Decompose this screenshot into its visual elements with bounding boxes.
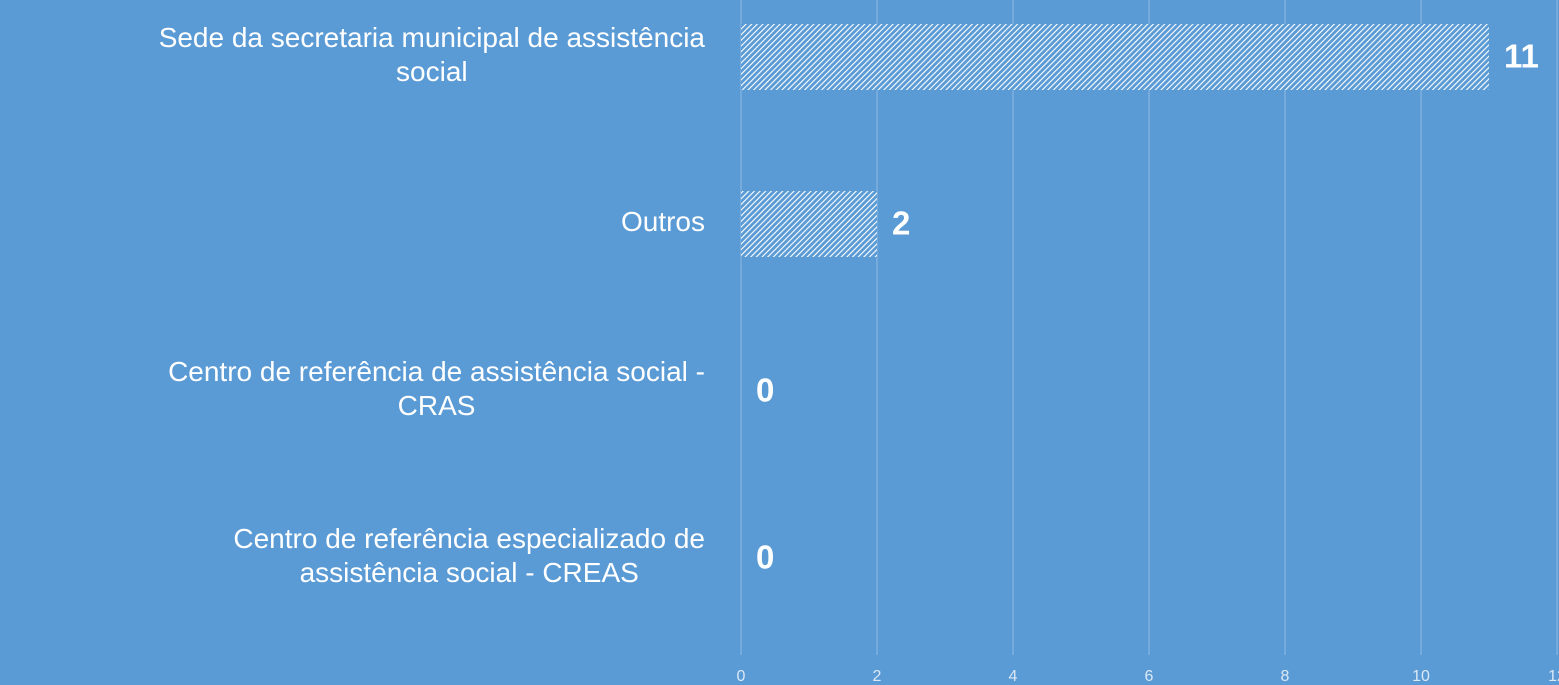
value-label: 11 [1504, 38, 1539, 75]
bar [741, 24, 1489, 90]
bar [741, 191, 877, 257]
x-tick-label: 2 [873, 668, 882, 685]
y-tick-label: Centro de referência especializado de ass… [233, 523, 705, 588]
x-tick-label: 0 [737, 668, 746, 685]
value-label: 0 [756, 372, 774, 409]
x-tick-label: 4 [1009, 668, 1018, 685]
x-tick-label: 6 [1145, 668, 1154, 685]
x-tick-label: 8 [1281, 668, 1290, 685]
value-label: 2 [892, 205, 910, 242]
x-tick-label: 10 [1412, 668, 1430, 685]
y-tick-label: Outros [621, 206, 705, 237]
x-tick-label: 12 [1548, 668, 1559, 685]
value-label: 0 [756, 539, 774, 576]
y-tick-label: Sede da secretaria municipal de assistên… [159, 22, 706, 87]
y-tick-label: Centro de referência de assistência soci… [168, 356, 705, 421]
